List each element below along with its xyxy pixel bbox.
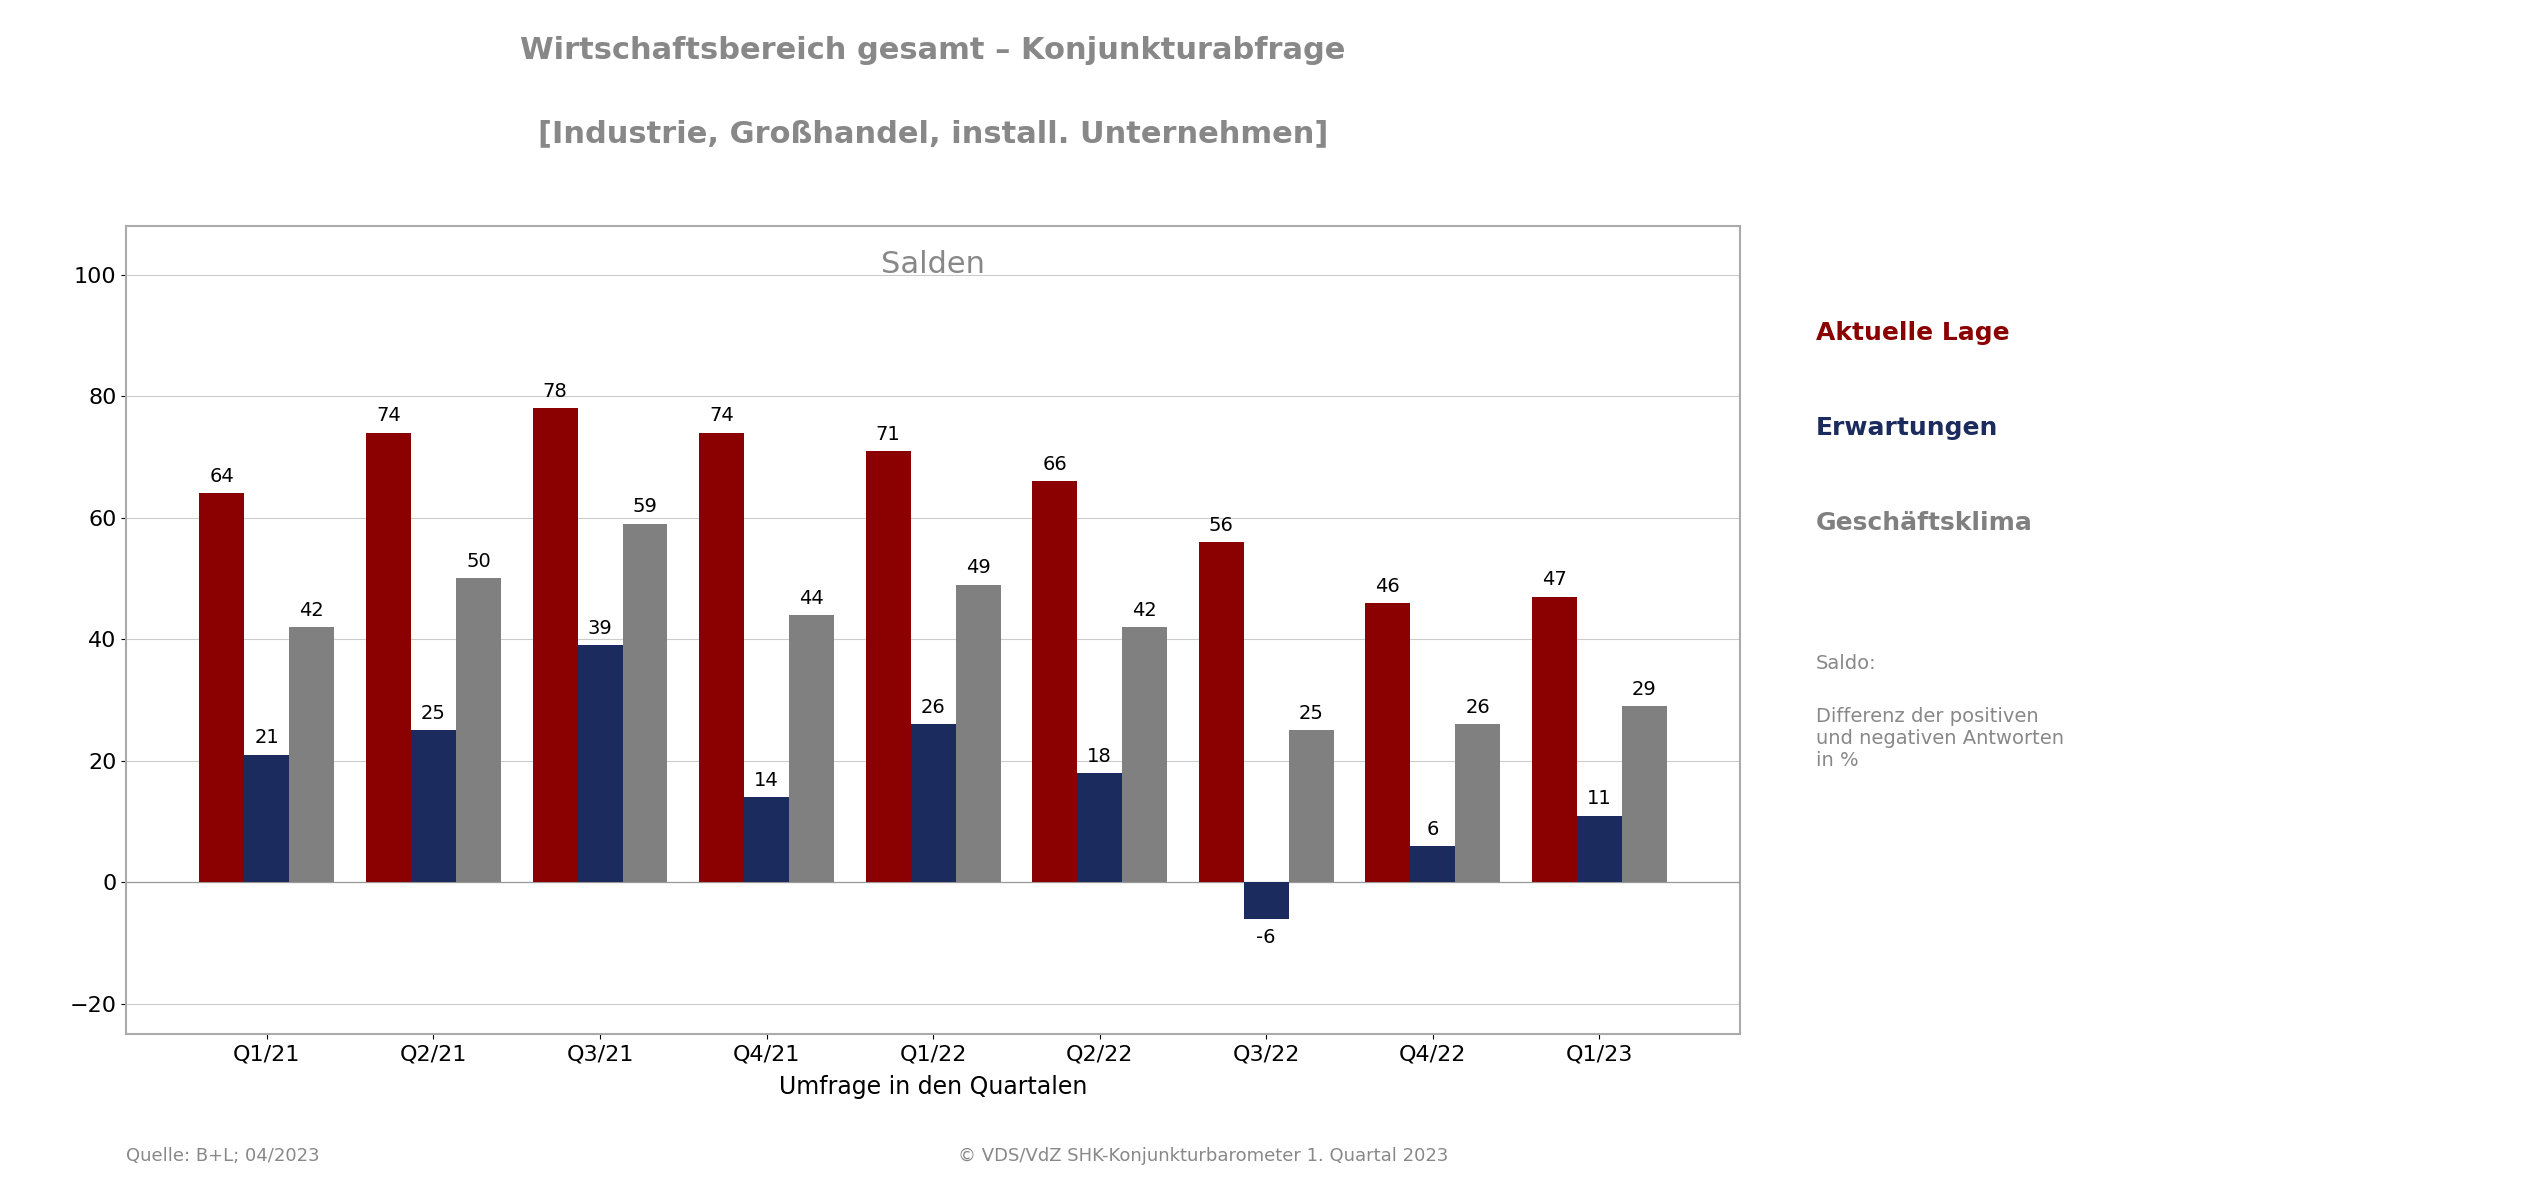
Text: 50: 50: [467, 552, 492, 571]
Bar: [1243, 882, 1289, 919]
Bar: [1198, 542, 1243, 882]
Text: 44: 44: [799, 589, 825, 608]
Bar: [789, 615, 835, 882]
Text: © VDS/VdZ SHK-Konjunkturbarometer 1. Quartal 2023: © VDS/VdZ SHK-Konjunkturbarometer 1. Qua…: [958, 1147, 1448, 1165]
Text: Geschäftsklima: Geschäftsklima: [1816, 511, 2033, 535]
Bar: [578, 646, 623, 882]
Bar: [290, 627, 335, 882]
Bar: [623, 524, 668, 882]
Bar: [956, 585, 1001, 882]
Text: 42: 42: [300, 600, 325, 619]
Text: 26: 26: [921, 698, 946, 717]
Text: 74: 74: [709, 407, 734, 426]
Bar: [1455, 724, 1501, 882]
Text: Erwartungen: Erwartungen: [1816, 416, 1997, 440]
Text: 11: 11: [1586, 789, 1612, 809]
Text: Saldo:: Saldo:: [1816, 654, 1876, 673]
Bar: [1077, 773, 1122, 882]
Text: -6: -6: [1256, 929, 1276, 948]
Text: 56: 56: [1208, 516, 1233, 535]
Text: 71: 71: [875, 424, 900, 443]
Bar: [744, 798, 789, 882]
Text: Wirtschaftsbereich gesamt – Konjunkturabfrage: Wirtschaftsbereich gesamt – Konjunkturab…: [520, 36, 1347, 64]
Text: 59: 59: [633, 497, 658, 516]
Text: [Industrie, Großhandel, install. Unternehmen]: [Industrie, Großhandel, install. Unterne…: [537, 119, 1329, 147]
Text: 6: 6: [1427, 819, 1440, 838]
Text: 66: 66: [1042, 455, 1067, 474]
Bar: [1531, 597, 1576, 882]
Bar: [1364, 603, 1410, 882]
Text: 39: 39: [588, 619, 613, 638]
Bar: [456, 579, 502, 882]
Bar: [1622, 706, 1667, 882]
Bar: [865, 451, 910, 882]
Text: Aktuelle Lage: Aktuelle Lage: [1816, 321, 2010, 345]
Text: Quelle: B+L; 04/2023: Quelle: B+L; 04/2023: [126, 1147, 320, 1165]
X-axis label: Umfrage in den Quartalen: Umfrage in den Quartalen: [779, 1075, 1087, 1100]
Text: 74: 74: [376, 407, 401, 426]
Bar: [199, 493, 245, 882]
Bar: [126, 226, 1740, 1034]
Bar: [532, 408, 578, 882]
Bar: [1576, 816, 1622, 882]
Bar: [1031, 482, 1077, 882]
Text: 14: 14: [754, 770, 779, 789]
Text: 46: 46: [1374, 577, 1400, 596]
Bar: [1122, 627, 1168, 882]
Bar: [1289, 730, 1334, 882]
Text: 21: 21: [255, 729, 280, 748]
Bar: [411, 730, 456, 882]
Text: 47: 47: [1541, 571, 1566, 590]
Text: 42: 42: [1132, 600, 1158, 619]
Bar: [699, 433, 744, 882]
Text: 49: 49: [966, 559, 991, 578]
Text: 25: 25: [1299, 704, 1324, 723]
Bar: [366, 433, 411, 882]
Text: 26: 26: [1465, 698, 1491, 717]
Text: 78: 78: [542, 382, 567, 401]
Text: 29: 29: [1632, 680, 1657, 699]
Text: Differenz der positiven
und negativen Antworten
in %: Differenz der positiven und negativen An…: [1816, 707, 2063, 770]
Text: 25: 25: [421, 704, 446, 723]
Bar: [245, 755, 290, 882]
Bar: [910, 724, 956, 882]
Text: 18: 18: [1087, 747, 1112, 766]
Text: Salden: Salden: [880, 250, 986, 279]
Bar: [1410, 847, 1455, 882]
Text: 64: 64: [209, 467, 235, 486]
